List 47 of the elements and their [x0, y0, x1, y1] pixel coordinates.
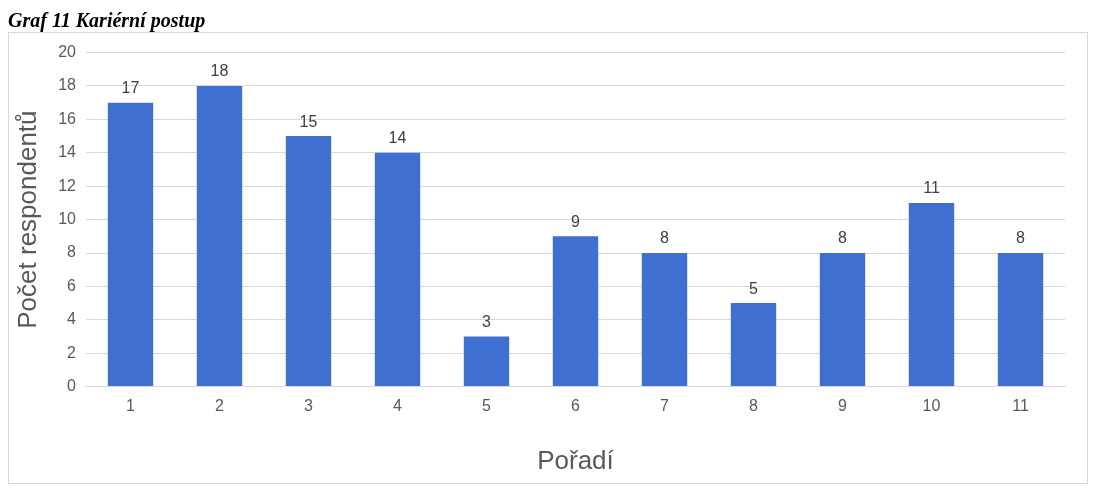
data-label: 5: [749, 279, 759, 297]
y-tick-label: 4: [67, 310, 77, 328]
x-tick-label: 1: [126, 396, 136, 414]
bar: [107, 102, 154, 387]
data-label: 17: [121, 79, 140, 97]
bar: [819, 253, 866, 387]
data-label: 8: [1016, 229, 1026, 247]
data-label: 8: [660, 229, 670, 247]
y-axis-title: Počet respondentů: [11, 110, 42, 329]
x-tick-label: 9: [838, 396, 848, 414]
bar: [285, 136, 332, 387]
chart-title: Graf 11 Kariérní postup: [8, 8, 207, 32]
bar: [196, 86, 243, 387]
bar: [463, 336, 510, 387]
y-tick-label: 6: [67, 276, 77, 294]
x-tick-label: 7: [660, 396, 670, 414]
data-label: 11: [923, 179, 940, 197]
bar: [374, 152, 421, 387]
x-axis-title: Pořadí: [537, 444, 615, 475]
x-tick-label: 3: [304, 396, 314, 414]
x-tick-label: 8: [749, 396, 759, 414]
data-label: 14: [388, 129, 407, 147]
y-tick-label: 16: [58, 109, 77, 127]
data-label: 9: [571, 212, 581, 230]
bar: [641, 253, 688, 387]
data-label: 15: [299, 112, 318, 130]
x-tick-label: 4: [393, 396, 403, 414]
bar: [730, 303, 777, 387]
y-tick-label: 14: [58, 143, 77, 161]
data-label: 8: [838, 229, 848, 247]
y-tick-label: 0: [67, 377, 77, 395]
data-label: 3: [482, 312, 492, 330]
x-tick-label: 10: [922, 396, 941, 414]
y-tick-label: 8: [67, 243, 77, 261]
x-tick-label: 6: [571, 396, 581, 414]
y-tick-label: 2: [67, 343, 77, 361]
x-tick-label: 2: [215, 396, 225, 414]
x-tick-label: 5: [482, 396, 492, 414]
x-tick-label: 11: [1012, 396, 1029, 414]
bar: [908, 202, 955, 387]
data-label: 18: [210, 62, 229, 80]
bar: [997, 253, 1044, 387]
y-tick-label: 20: [58, 43, 77, 61]
bar: [552, 236, 599, 387]
y-tick-label: 12: [58, 176, 77, 194]
y-tick-label: 18: [58, 76, 77, 94]
y-tick-label: 10: [58, 210, 77, 228]
